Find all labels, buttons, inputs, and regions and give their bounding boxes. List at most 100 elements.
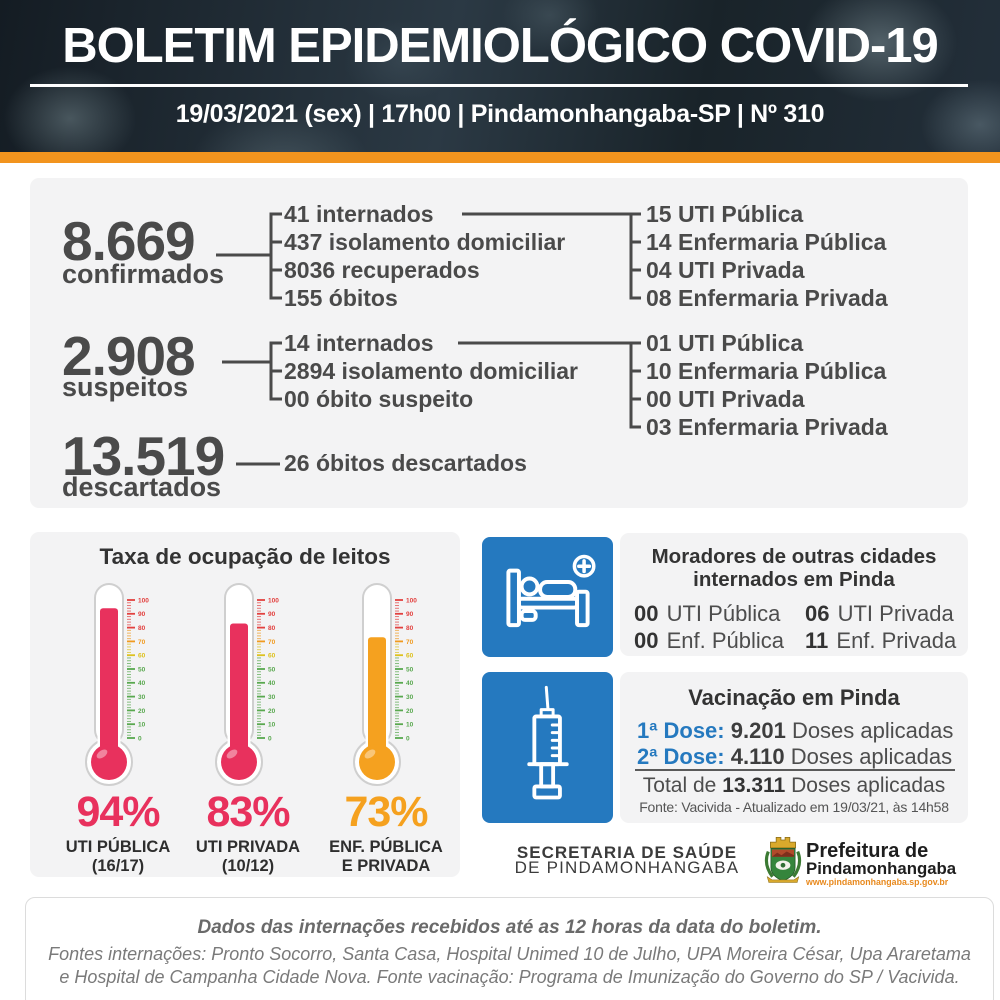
- svg-text:20: 20: [268, 708, 276, 715]
- outsiders-stat: 00 Enf. Pública: [634, 627, 784, 654]
- suspected-label: suspeitos: [62, 372, 189, 402]
- occupancy-title: Taxa de ocupação de leitos: [99, 544, 391, 569]
- vaccination-source: Fonte: Vacivida - Atualizado em 19/03/21…: [639, 799, 949, 815]
- occupancy-gauge: 0 10 20 30 40 50 60 70 80 90 100 73% ENF. PÚBLICA …: [321, 578, 451, 876]
- svg-text:30: 30: [268, 694, 276, 701]
- hospital-bed-icon: [505, 554, 596, 628]
- syringe-icon: [526, 685, 569, 799]
- suspected-count: 2.908: [62, 325, 196, 387]
- org-line: DE PINDAMONHANGABA: [514, 858, 740, 877]
- gauge-name-line: UTI PÚBLICA: [65, 838, 171, 856]
- svg-text:50: 50: [138, 666, 146, 673]
- svg-text:80: 80: [406, 625, 414, 632]
- title-underline: [30, 84, 968, 87]
- vaccination-title: Vacinação em Pinda: [688, 685, 900, 710]
- svg-text:90: 90: [268, 611, 276, 618]
- stat-number: 06: [805, 601, 830, 626]
- dose-lines: 1ª Dose: 9.201 Doses aplicadas 2ª Dose: …: [637, 718, 953, 770]
- svg-text:70: 70: [406, 639, 414, 646]
- city-coat-of-arms: [764, 836, 802, 883]
- header-banner: BOLETIM EPIDEMIOLÓGICO COVID-19 19/03/20…: [0, 0, 1000, 152]
- outsiders-title-line: Moradores de outras cidades: [651, 545, 937, 568]
- suspected-beds: 01 UTI Pública 10 Enfermaria Pública 00 …: [646, 329, 888, 441]
- beds-item: 14 Enfermaria Pública: [646, 229, 887, 255]
- occupancy-percent: 73%: [344, 788, 428, 836]
- svg-text:70: 70: [138, 639, 146, 646]
- discarded-count: 13.519: [62, 425, 225, 487]
- total-divider: [635, 769, 955, 771]
- breakdown-item: 8036 recuperados: [284, 257, 480, 283]
- syringe-icon-box: [482, 672, 613, 823]
- page-title: BOLETIM EPIDEMIOLÓGICO COVID-19: [62, 19, 939, 73]
- logo-line: Pindamonhangaba: [806, 859, 957, 878]
- occupancy-percent: 94%: [76, 788, 160, 836]
- total-suffix: Doses aplicadas: [791, 774, 946, 797]
- total-doses-line: Total de 13.311 Doses aplicadas: [620, 774, 968, 798]
- outsiders-title-line: internados em Pinda: [693, 568, 895, 591]
- svg-text:90: 90: [406, 611, 414, 618]
- svg-text:60: 60: [406, 653, 414, 660]
- occupancy-percent: 83%: [206, 788, 290, 836]
- stat-number: 00: [634, 601, 659, 626]
- confirmed-beds: 15 UTI Pública 14 Enfermaria Pública 04 …: [646, 200, 888, 312]
- svg-text:50: 50: [268, 666, 276, 673]
- outsiders-stat: 00 UTI Pública: [634, 600, 784, 627]
- health-secretary-caption: SECRETARIA DE SAÚDE DE PINDAMONHANGABA: [482, 844, 772, 877]
- svg-text:80: 80: [268, 625, 276, 632]
- stat-label: Enf. Pública: [666, 628, 785, 653]
- svg-text:50: 50: [406, 666, 414, 673]
- discarded-note: 26 óbitos descartados: [284, 450, 527, 476]
- thermometer-figure: 0 10 20 30 40 50 60 70 80 90 100: [183, 578, 313, 801]
- outsiders-private-column: 06 UTI Privada 11 Enf. Privada: [805, 600, 956, 654]
- beds-item: 01 UTI Pública: [646, 330, 804, 356]
- gauge-name-line: (10/12): [221, 857, 275, 875]
- cases-summary-card: 8.669 confirmados 41 internados 437 isol…: [30, 178, 968, 508]
- confirmed-count: 8.669: [62, 210, 196, 272]
- breakdown-item: 00 óbito suspeito: [284, 386, 474, 412]
- outsiders-public-column: 00 UTI Pública 00 Enf. Pública: [634, 600, 784, 654]
- footer-sources: Fontes internações: Pronto Socorro, Sant…: [26, 943, 993, 989]
- occupancy-gauge-label: UTI PRIVADA (10/12): [183, 838, 313, 876]
- svg-text:0: 0: [138, 735, 142, 742]
- dose-suffix: Doses aplicadas: [790, 744, 953, 769]
- bracket-connectors: [216, 212, 641, 466]
- footer-source-line: e Hospital de Campanha Cidade Nova. Font…: [59, 967, 960, 987]
- dose-line: 1ª Dose: 9.201 Doses aplicadas: [637, 718, 953, 744]
- svg-text:30: 30: [138, 694, 146, 701]
- svg-text:60: 60: [138, 653, 146, 660]
- stat-label: UTI Privada: [837, 601, 954, 626]
- dose-label: 2ª Dose:: [637, 744, 725, 769]
- suspected-breakdown: 14 internados 2894 isolamento domiciliar…: [284, 329, 578, 413]
- svg-text:100: 100: [268, 597, 279, 604]
- occupancy-gauge-label: UTI PÚBLICA (16/17): [53, 838, 183, 876]
- beds-item: 04 UTI Privada: [646, 257, 805, 283]
- footer-source-line: Fontes internações: Pronto Socorro, Sant…: [48, 944, 971, 964]
- svg-text:80: 80: [138, 625, 146, 632]
- occupancy-gauge: 0 10 20 30 40 50 60 70 80 90 100 94% UTI PÚBLICA (…: [53, 578, 183, 876]
- breakdown-item: 41 internados: [284, 201, 434, 227]
- breakdown-item: 14 internados: [284, 330, 434, 356]
- beds-item: 15 UTI Pública: [646, 201, 804, 227]
- dose-label: 1ª Dose:: [637, 718, 725, 743]
- outsiders-stat: 06 UTI Privada: [805, 600, 956, 627]
- svg-text:40: 40: [138, 680, 146, 687]
- occupancy-gauge-label: ENF. PÚBLICA E PRIVADA: [321, 838, 451, 876]
- gauge-name-line: ENF. PÚBLICA: [329, 838, 443, 856]
- dose-value: 9.201: [730, 718, 786, 743]
- svg-text:70: 70: [268, 639, 276, 646]
- logo-line: Prefeitura de: [806, 840, 929, 862]
- total-prefix: Total de: [642, 774, 717, 797]
- svg-text:100: 100: [138, 597, 149, 604]
- header-subtitle: 19/03/2021 (sex) | 17h00 | Pindamonhanga…: [175, 100, 825, 128]
- svg-text:30: 30: [406, 694, 414, 701]
- svg-text:60: 60: [268, 653, 276, 660]
- thermometer-figure: 0 10 20 30 40 50 60 70 80 90 100: [321, 578, 451, 801]
- dose-value: 4.110: [730, 744, 785, 769]
- svg-text:40: 40: [268, 680, 276, 687]
- vaccination-card: Vacinação em Pinda 1ª Dose: 9.201 Doses …: [620, 672, 968, 823]
- svg-text:20: 20: [406, 708, 414, 715]
- confirmed-label: confirmados: [62, 259, 225, 289]
- discarded-label: descartados: [62, 472, 222, 502]
- breakdown-item: 2894 isolamento domiciliar: [284, 358, 579, 384]
